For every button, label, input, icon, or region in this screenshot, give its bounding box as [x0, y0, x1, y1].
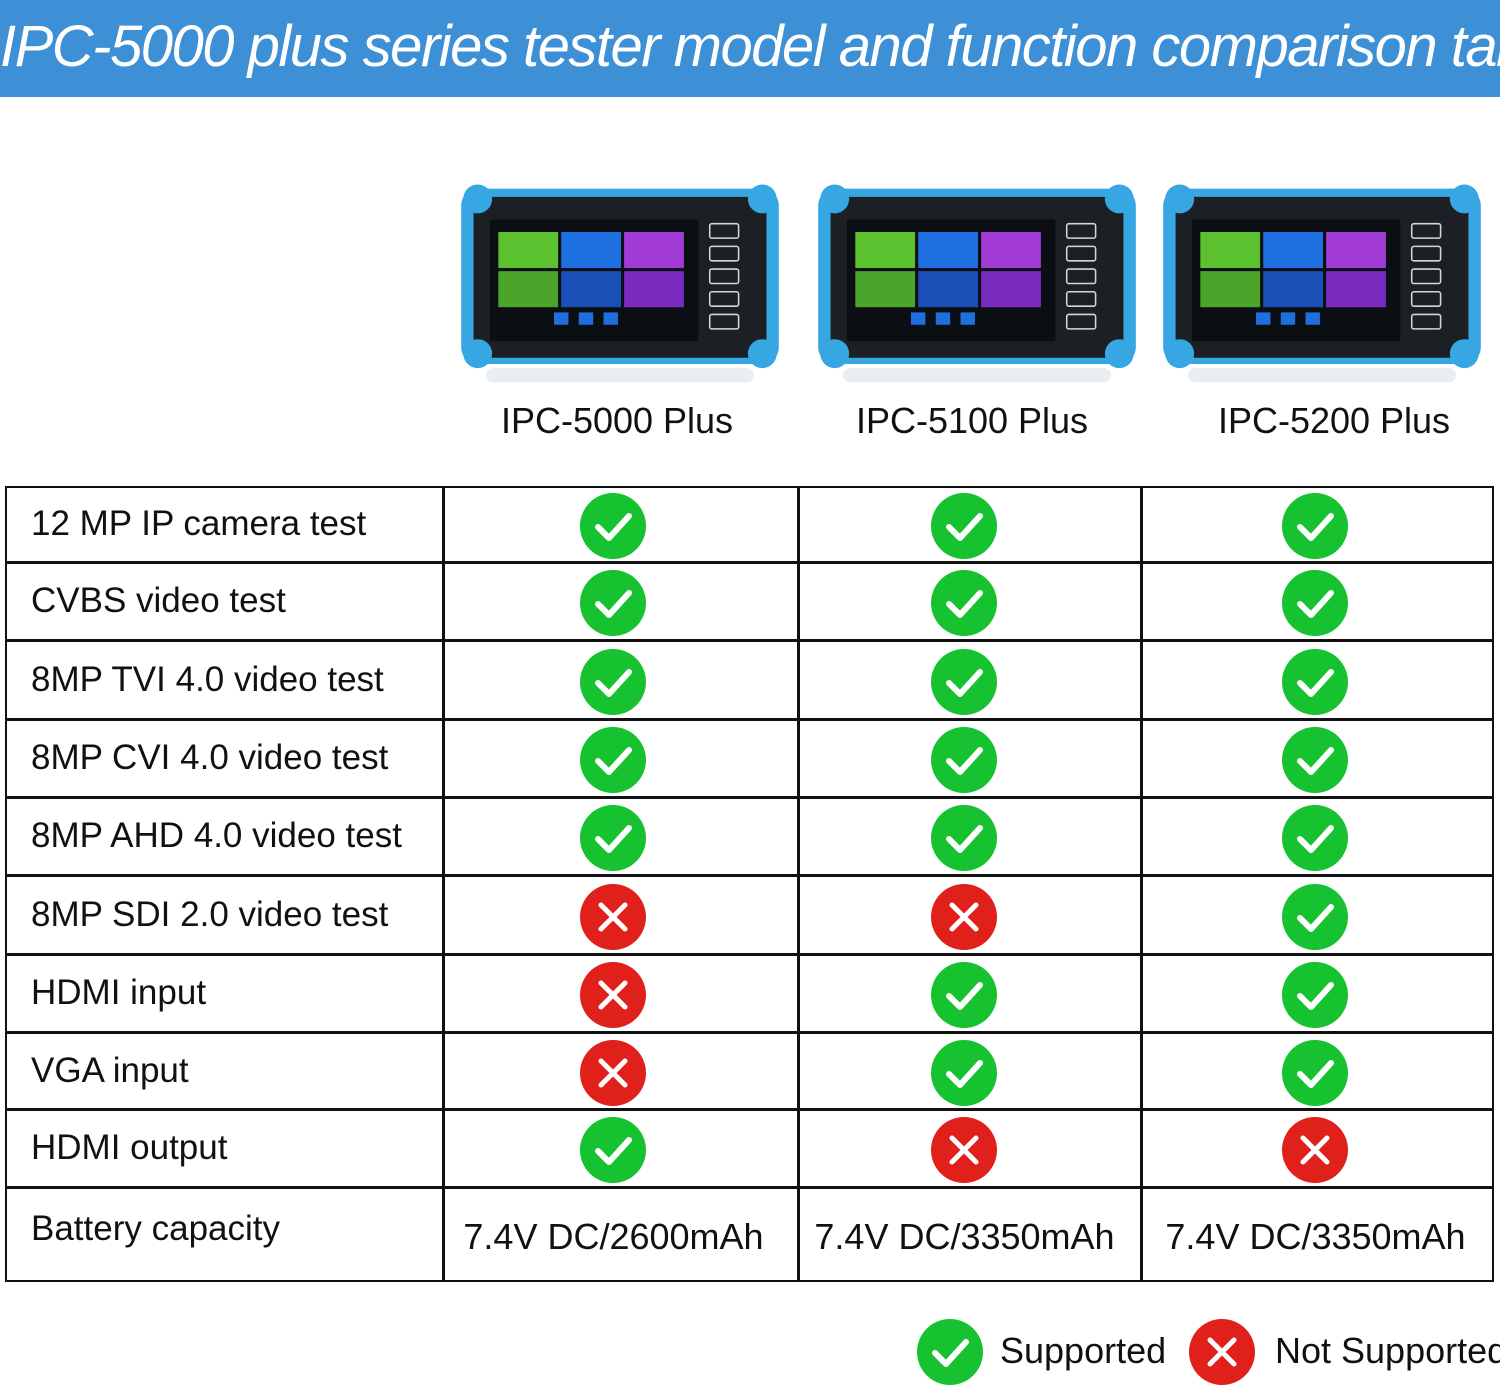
check-icon: [1282, 962, 1348, 1028]
check-icon: [931, 727, 997, 793]
page-title: IPC-5000 plus series tester model and fu…: [0, 14, 1500, 79]
check-icon: [580, 805, 646, 871]
model-name: IPC-5200 Plus: [1217, 400, 1451, 441]
row-divider: [7, 561, 1492, 564]
cross-icon: [580, 883, 646, 950]
check-icon: [1282, 727, 1348, 793]
check-icon: [580, 727, 646, 793]
row-divider: [7, 874, 1492, 877]
check-icon: [1282, 883, 1348, 950]
row-divider: [7, 1031, 1492, 1034]
column-divider: [797, 488, 800, 1280]
check-icon: [580, 648, 646, 715]
row-divider: [7, 1108, 1492, 1111]
feature-label: VGA input: [31, 1050, 189, 1090]
feature-label: HDMI input: [31, 973, 207, 1012]
battery-value: 7.4V DC/3350mAh: [814, 1216, 1115, 1257]
feature-label: 8MP AHD 4.0 video test: [31, 816, 402, 855]
legend-cross-icon: [1189, 1319, 1255, 1385]
column-divider: [1140, 488, 1143, 1280]
tester-device-image: [818, 184, 1136, 383]
legend-not-supported-label: Not Supported: [1275, 1330, 1500, 1371]
battery-value: 7.4V DC/2600mAh: [463, 1216, 764, 1257]
feature-label: CVBS video test: [31, 581, 286, 620]
comparison-table: 12 MP IP camera test CVBS video test 8MP T…: [5, 486, 1494, 1282]
row-divider: [7, 953, 1492, 956]
feature-label: 12 MP IP camera test: [31, 504, 367, 543]
feature-label: 8MP TVI 4.0 video test: [31, 659, 384, 699]
check-icon: [931, 493, 997, 559]
row-divider: [7, 718, 1492, 721]
row-divider: [7, 639, 1492, 642]
cross-icon: [931, 883, 997, 950]
tester-device-image: [1163, 184, 1481, 383]
legend-supported-label: Supported: [1000, 1330, 1167, 1371]
legend-check-icon: [917, 1319, 983, 1385]
check-icon: [580, 570, 646, 636]
row-divider: [7, 1186, 1492, 1189]
model-name: IPC-5000 Plus: [500, 400, 734, 441]
title-banner: IPC-5000 plus series tester model and fu…: [0, 0, 1500, 97]
row-divider: [7, 796, 1492, 799]
column-divider: [442, 488, 445, 1280]
check-icon: [931, 962, 997, 1028]
tester-device-image: [461, 184, 779, 383]
check-icon: [931, 648, 997, 715]
model-name: IPC-5100 Plus: [855, 400, 1089, 441]
feature-label: 8MP CVI 4.0 video test: [31, 738, 389, 777]
check-icon: [1282, 1039, 1348, 1106]
check-icon: [931, 570, 997, 636]
check-icon: [580, 493, 646, 559]
check-icon: [1282, 570, 1348, 636]
check-icon: [931, 805, 997, 871]
cross-icon: [580, 1039, 646, 1106]
battery-label: Battery capacity: [31, 1209, 280, 1248]
check-icon: [931, 1039, 997, 1106]
battery-value: 7.4V DC/3350mAh: [1165, 1216, 1466, 1257]
cross-icon: [580, 962, 646, 1028]
cross-icon: [1282, 1117, 1348, 1183]
cross-icon: [931, 1117, 997, 1183]
feature-label: HDMI output: [31, 1128, 228, 1167]
feature-label: 8MP SDI 2.0 video test: [31, 894, 389, 934]
check-icon: [1282, 648, 1348, 715]
check-icon: [1282, 493, 1348, 559]
check-icon: [1282, 805, 1348, 871]
check-icon: [580, 1117, 646, 1183]
